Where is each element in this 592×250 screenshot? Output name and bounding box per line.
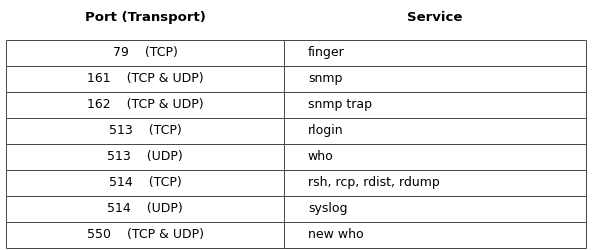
Text: rsh, rcp, rdist, rdump: rsh, rcp, rdist, rdump — [308, 176, 440, 189]
Text: 514    (TCP): 514 (TCP) — [109, 176, 181, 189]
Text: who: who — [308, 150, 333, 163]
Text: 513    (UDP): 513 (UDP) — [107, 150, 183, 163]
Text: 513    (TCP): 513 (TCP) — [109, 124, 181, 137]
Text: Port (Transport): Port (Transport) — [85, 11, 205, 24]
Text: Service: Service — [407, 11, 463, 24]
Text: 514    (UDP): 514 (UDP) — [107, 202, 183, 215]
Text: syslog: syslog — [308, 202, 348, 215]
Text: rlogin: rlogin — [308, 124, 343, 137]
Text: 162    (TCP & UDP): 162 (TCP & UDP) — [86, 98, 204, 111]
Text: snmp: snmp — [308, 72, 342, 86]
Text: new who: new who — [308, 228, 363, 241]
Text: finger: finger — [308, 46, 345, 60]
Text: 550    (TCP & UDP): 550 (TCP & UDP) — [86, 228, 204, 241]
Text: snmp trap: snmp trap — [308, 98, 372, 111]
Text: 161    (TCP & UDP): 161 (TCP & UDP) — [86, 72, 204, 86]
Text: 79    (TCP): 79 (TCP) — [112, 46, 178, 60]
